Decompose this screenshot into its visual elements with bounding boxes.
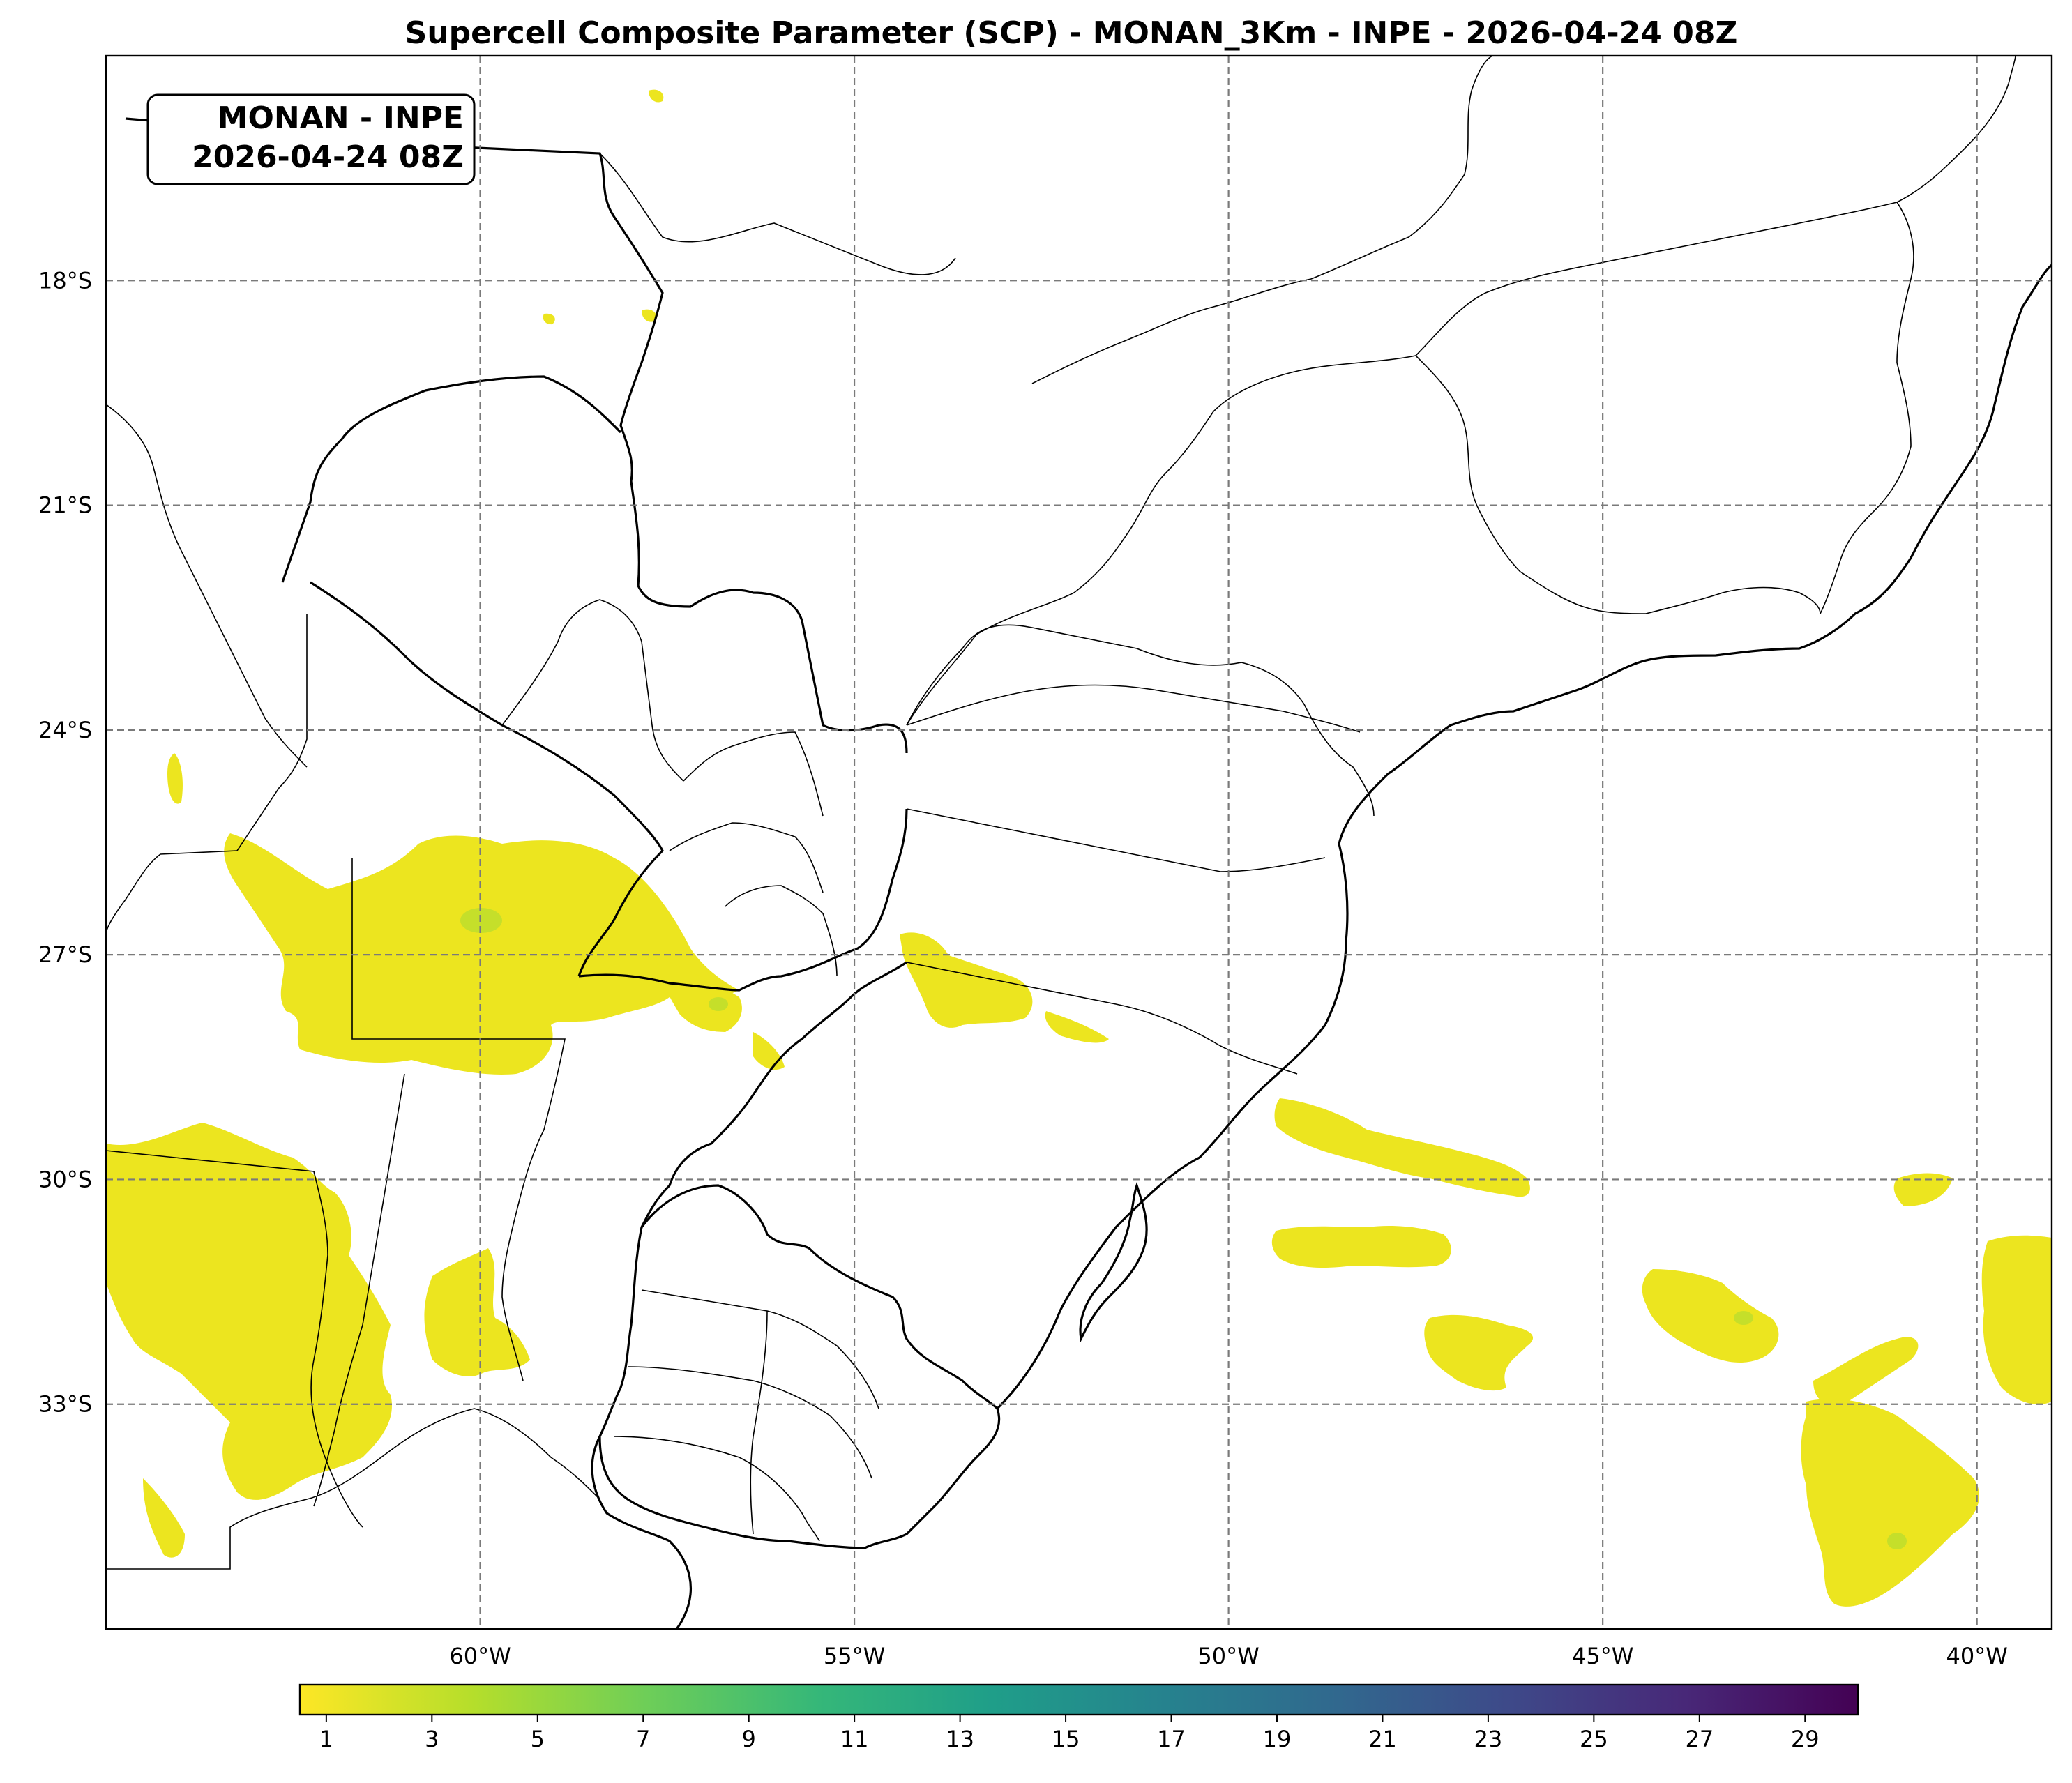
border-state-ms-sp — [906, 624, 1375, 817]
scp-area-entre-rios — [424, 1248, 530, 1376]
colorbar-tick-label-7: 15 — [1052, 1726, 1080, 1752]
border-paraguay-dept-4 — [725, 885, 838, 977]
colorbar: 1 3 5 7 9 11 13 15 17 19 21 23 25 27 29 — [298, 1683, 1859, 1752]
border-province-ar-6 — [313, 1073, 405, 1507]
colorbar-tick-label-0: 1 — [319, 1726, 333, 1752]
lat-label-0: 18°S — [38, 267, 92, 294]
border-bolivia-paraguay — [281, 375, 622, 583]
border-state-sc-rs — [906, 962, 1298, 1075]
colorbar-tick-label-13: 27 — [1685, 1726, 1714, 1752]
latitude-labels: 18°S 21°S 24°S 27°S 30°S 33°S — [38, 267, 92, 1417]
scp-area-atlantic-1 — [1274, 1098, 1530, 1197]
border-uruguay-dept-2 — [627, 1366, 872, 1479]
colorbar-tick-label-9: 19 — [1263, 1726, 1292, 1752]
border-state-pr-sc — [906, 808, 1326, 872]
scp-area-atlantic-8 — [1813, 1337, 1919, 1404]
scp-area-corrientes — [753, 1032, 785, 1070]
colorbar-bar — [298, 1683, 1859, 1716]
scp-area-atlantic-5 — [1801, 1399, 1980, 1607]
colorbar-tick-label-1: 3 — [425, 1726, 439, 1752]
border-paraguay-argentina — [310, 581, 664, 977]
scp-area-goias — [642, 309, 657, 322]
border-state-mg-es — [1820, 202, 1914, 614]
boundaries — [106, 56, 2052, 1629]
colorbar-tick-label-4: 9 — [742, 1726, 756, 1752]
longitude-labels: 60°W 55°W 50°W 45°W 40°W — [449, 1643, 2008, 1669]
lon-label-0: 60°W — [449, 1643, 511, 1669]
lon-label-1: 55°W — [824, 1643, 885, 1669]
border-state-sp-mg — [906, 355, 1416, 726]
lon-label-3: 45°W — [1572, 1643, 1633, 1669]
map-background — [106, 56, 2052, 1629]
scp-area-atlantic-6 — [1981, 1235, 2052, 1404]
lat-label-1: 21°S — [38, 492, 92, 519]
border-province-ar-1 — [106, 404, 308, 768]
figure-title: Supercell Composite Parameter (SCP) - MO… — [405, 15, 1738, 51]
colorbar-ticks: 1 3 5 7 9 11 13 15 17 19 21 23 25 27 29 — [319, 1715, 1820, 1752]
lat-label-2: 24°S — [38, 717, 92, 743]
stamp-box: MONAN - INPE 2026-04-24 08Z — [146, 93, 476, 185]
border-uruguay-dept-3 — [613, 1436, 820, 1542]
scp-area-atlantic-3 — [1424, 1314, 1534, 1391]
scp-area-atlantic-2 — [1271, 1226, 1451, 1268]
colorbar-tick-label-2: 5 — [531, 1726, 545, 1752]
border-state-ms-mt — [599, 153, 956, 275]
scp-core-1 — [460, 908, 502, 933]
gridlines — [106, 56, 2052, 1629]
scp-area-argentina-south — [106, 1123, 392, 1500]
border-state-mg-ba — [1415, 56, 2016, 356]
border-state-mg-go — [1031, 56, 1493, 384]
colorbar-tick-label-11: 23 — [1474, 1726, 1503, 1752]
border-province-ar-5 — [106, 1408, 600, 1570]
scp-area-north-3 — [167, 753, 183, 804]
scp-area-atlantic-7 — [1893, 1173, 1953, 1206]
colorbar-tick-label-5: 11 — [840, 1726, 869, 1752]
lon-label-2: 50°W — [1197, 1643, 1259, 1669]
stamp-line-2: 2026-04-24 08Z — [192, 139, 464, 175]
scp-area-atlantic-4 — [1642, 1269, 1779, 1363]
border-state-mg-rj — [1415, 355, 1821, 614]
stamp-frame — [146, 93, 476, 185]
scp-core-2 — [1887, 1533, 1907, 1549]
border-paraguay-dept-3 — [669, 822, 824, 893]
scp-area-north-2 — [543, 313, 555, 325]
scp-area-misiones — [656, 955, 742, 1032]
map-frame — [105, 54, 2053, 1630]
lagoa-dos-patos — [1079, 1181, 1148, 1343]
border-paraguay-dept-1 — [501, 599, 684, 782]
scp-area-north-1 — [649, 89, 664, 103]
border-paraguay-dept-2 — [683, 731, 824, 817]
lon-label-4: 40°W — [1946, 1643, 2008, 1669]
map-area — [106, 56, 2052, 1629]
coast-brazil — [996, 264, 2052, 1410]
scp-area-buenos-aires — [143, 1478, 185, 1558]
scp-area-rs-east — [1045, 1011, 1109, 1043]
scp-core-3 — [1734, 1311, 1753, 1325]
lat-label-4: 30°S — [38, 1166, 92, 1192]
colorbar-tick-label-14: 29 — [1791, 1726, 1820, 1752]
colorbar-tick-label-8: 17 — [1157, 1726, 1186, 1752]
scp-field — [106, 89, 2052, 1607]
stamp-line-1: MONAN - INPE — [218, 100, 464, 136]
border-paraguay-brazil — [637, 585, 908, 754]
border-uruguay-dept-1 — [641, 1289, 879, 1409]
border-argentina-brazil-south — [640, 961, 907, 1228]
border-province-ar-3 — [351, 858, 566, 1381]
colorbar-tick-label-3: 7 — [636, 1726, 650, 1752]
colorbar-tick-label-12: 25 — [1580, 1726, 1608, 1752]
border-state-sp-pr — [906, 684, 1361, 733]
scp-area-rs-north — [900, 932, 1033, 1028]
colorbar-tick-label-6: 13 — [946, 1726, 974, 1752]
scp-core-4 — [709, 997, 728, 1011]
colorbar-tick-label-10: 21 — [1368, 1726, 1397, 1752]
border-province-ar-2 — [106, 614, 308, 935]
lat-label-3: 27°S — [38, 941, 92, 968]
border-province-ar-4 — [106, 1150, 363, 1528]
border-uruguay-dept-4 — [750, 1310, 768, 1535]
coast-rio-de-la-plata — [591, 1436, 692, 1629]
scp-area-paraguay-argentina — [224, 833, 739, 1075]
border-argentina-misiones — [578, 808, 908, 992]
lat-label-5: 33°S — [38, 1391, 92, 1418]
